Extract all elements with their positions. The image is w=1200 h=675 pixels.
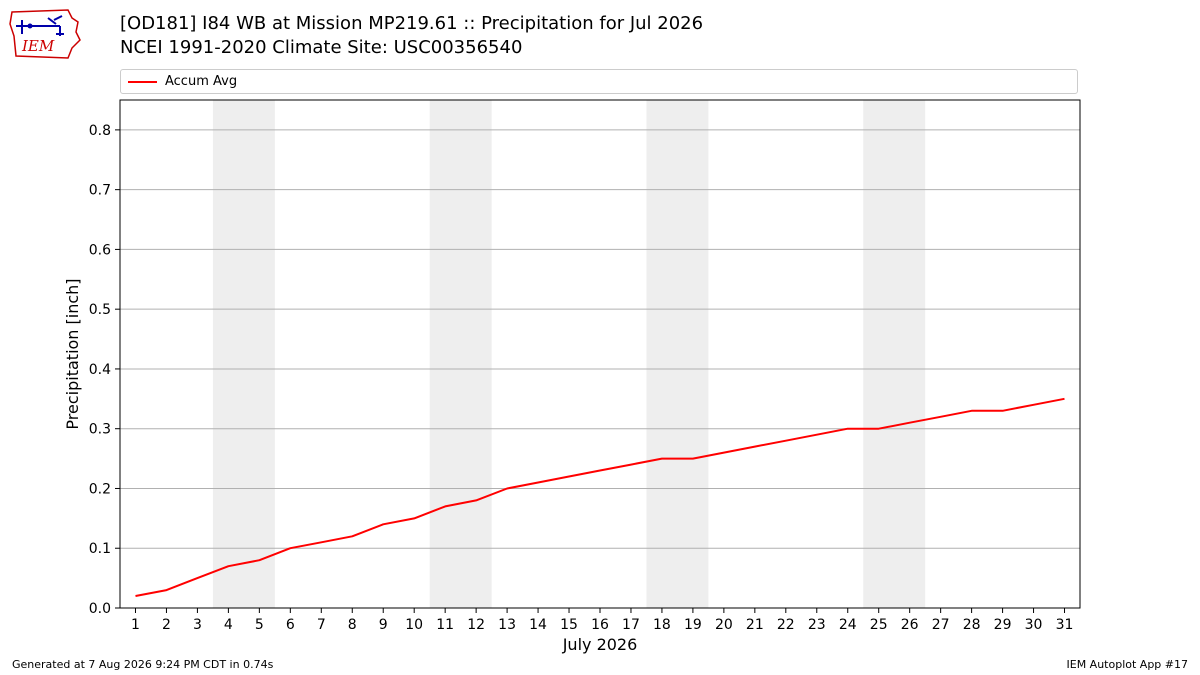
y-tick-label: 0.3	[89, 422, 111, 438]
x-tick-label: 4	[224, 617, 233, 633]
y-tick-label: 0.6	[89, 242, 111, 258]
x-tick-label: 24	[839, 617, 857, 633]
y-tick-label: 0.1	[89, 541, 111, 557]
y-tick-label: 0.4	[89, 362, 111, 378]
x-tick-label: 14	[529, 617, 547, 633]
x-tick-label: 30	[1025, 617, 1043, 633]
y-axis-ticks: 0.0 0.1 0.2 0.3 0.4 0.5 0.6 0.7 0.8	[89, 123, 120, 617]
x-tick-label: 2	[162, 617, 171, 633]
x-tick-label: 3	[193, 617, 202, 633]
x-tick-label: 15	[560, 617, 578, 633]
series-layer	[135, 397, 1065, 597]
x-tick-label: 13	[498, 617, 516, 633]
y-tick-label: 0.2	[89, 481, 111, 497]
chart-subtitle: NCEI 1991-2020 Climate Site: USC00356540	[120, 37, 523, 58]
grid-lines	[120, 129, 1080, 609]
x-tick-label: 16	[591, 617, 609, 633]
series-line-accum-avg	[135, 397, 1065, 597]
y-axis-label: Precipitation [inch]	[63, 278, 82, 429]
iem-logo: IEM	[8, 6, 82, 60]
x-tick-label: 27	[932, 617, 950, 633]
x-tick-label: 21	[746, 617, 764, 633]
y-tick-label: 0.0	[89, 601, 111, 617]
x-tick-label: 22	[777, 617, 795, 633]
x-tick-label: 11	[436, 617, 454, 633]
legend-swatch-accum-avg	[128, 81, 157, 83]
x-tick-label: 20	[715, 617, 733, 633]
y-tick-label: 0.5	[89, 302, 111, 318]
weekend-band-3	[863, 100, 926, 608]
x-tick-label: 18	[653, 617, 671, 633]
x-axis-ticks: 1 2 3 4 5 6 7 8 9 10 11 12 13 14 15 16 17 18 19 20 21 22 23 24 2…	[131, 608, 1073, 633]
x-tick-label: 8	[348, 617, 357, 633]
chart-title: [OD181] I84 WB at Mission MP219.61 :: Pr…	[120, 13, 704, 34]
generated-timestamp: Generated at 7 Aug 2026 9:24 PM CDT in 0…	[12, 658, 274, 671]
legend: Accum Avg	[120, 69, 1078, 94]
x-axis-label: July 2026	[562, 635, 638, 654]
weekend-band-1	[429, 100, 492, 608]
x-tick-label: 12	[467, 617, 485, 633]
app-credit: IEM Autoplot App #17	[1066, 658, 1189, 671]
x-tick-label: 25	[870, 617, 888, 633]
x-tick-label: 29	[994, 617, 1012, 633]
x-tick-label: 6	[286, 617, 295, 633]
x-tick-label: 9	[379, 617, 388, 633]
x-tick-label: 7	[317, 617, 326, 633]
logo-text: IEM	[21, 37, 55, 55]
y-tick-label: 0.7	[89, 183, 111, 199]
x-tick-label: 31	[1056, 617, 1074, 633]
weekend-band-2	[646, 100, 709, 608]
x-tick-label: 17	[622, 617, 640, 633]
legend-label-accum-avg: Accum Avg	[165, 74, 238, 89]
x-tick-label: 26	[901, 617, 919, 633]
weekend-band-0	[212, 100, 275, 608]
x-tick-label: 19	[684, 617, 702, 633]
x-tick-label: 5	[255, 617, 264, 633]
x-tick-label: 28	[963, 617, 981, 633]
x-tick-label: 23	[808, 617, 826, 633]
y-tick-label: 0.8	[89, 123, 111, 139]
x-tick-label: 1	[131, 617, 140, 633]
weekend-bands	[212, 100, 926, 608]
x-tick-label: 10	[405, 617, 423, 633]
